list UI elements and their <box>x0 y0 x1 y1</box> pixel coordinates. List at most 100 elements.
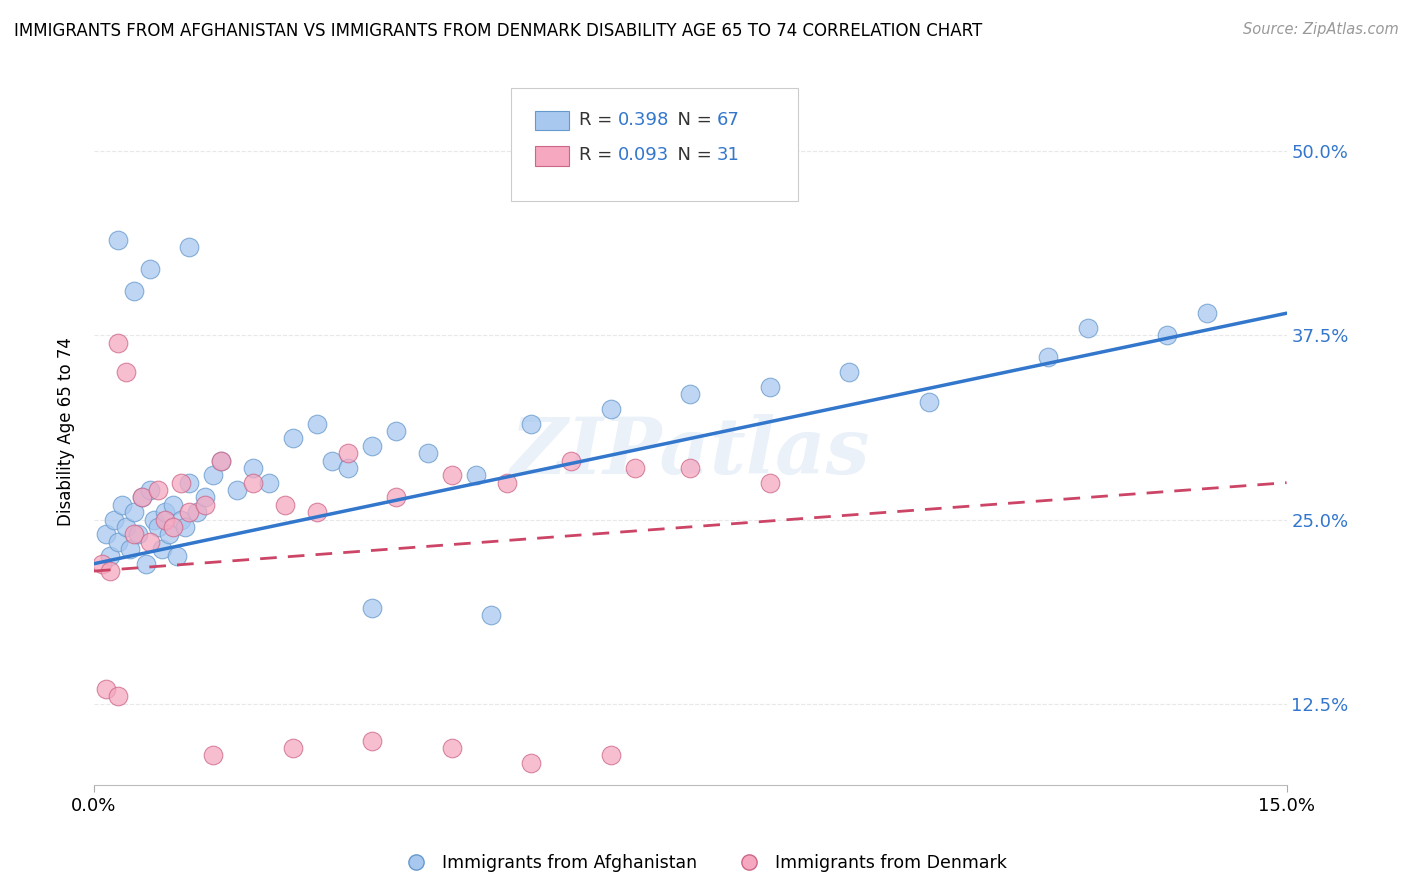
Y-axis label: Disability Age 65 to 74: Disability Age 65 to 74 <box>58 336 75 525</box>
Point <box>127 527 149 541</box>
Point <box>918 394 941 409</box>
Point <box>90 557 112 571</box>
Point <box>209 453 232 467</box>
Point <box>623 461 645 475</box>
Point <box>209 453 232 467</box>
Text: ZIPatlas: ZIPatlas <box>510 414 870 491</box>
Point <box>146 483 169 497</box>
Point <box>758 475 780 490</box>
Point <box>202 468 225 483</box>
Point <box>385 424 408 438</box>
FancyBboxPatch shape <box>536 146 568 166</box>
Point <box>679 461 702 475</box>
Point <box>103 512 125 526</box>
Point <box>758 380 780 394</box>
Point <box>179 240 201 254</box>
Point <box>599 748 621 763</box>
Point <box>179 505 201 519</box>
Point <box>118 541 141 556</box>
Point <box>94 681 117 696</box>
Point <box>159 527 181 541</box>
Point <box>174 520 197 534</box>
Point <box>107 335 129 350</box>
Point <box>838 365 860 379</box>
Text: R =: R = <box>579 146 619 164</box>
Text: N =: N = <box>666 146 718 164</box>
Point <box>1197 306 1219 320</box>
Text: 67: 67 <box>717 111 740 128</box>
Point <box>337 461 360 475</box>
Point <box>162 498 184 512</box>
Point <box>107 233 129 247</box>
Point <box>281 432 304 446</box>
Point <box>131 491 153 505</box>
Point <box>150 541 173 556</box>
Point <box>98 564 121 578</box>
Point <box>170 475 193 490</box>
Point <box>305 417 328 431</box>
Point <box>226 483 249 497</box>
Point <box>281 740 304 755</box>
Point <box>440 468 463 483</box>
Point <box>496 475 519 490</box>
Point <box>242 475 264 490</box>
Point <box>114 520 136 534</box>
Point <box>146 520 169 534</box>
FancyBboxPatch shape <box>512 88 797 202</box>
Point <box>138 534 160 549</box>
Point <box>131 491 153 505</box>
Point <box>122 505 145 519</box>
Text: Source: ZipAtlas.com: Source: ZipAtlas.com <box>1243 22 1399 37</box>
Point <box>560 453 582 467</box>
Point <box>98 549 121 564</box>
Point <box>464 468 486 483</box>
Point <box>440 740 463 755</box>
Point <box>155 505 177 519</box>
Point <box>1077 321 1099 335</box>
Point <box>202 748 225 763</box>
Point <box>135 557 157 571</box>
Point <box>679 387 702 401</box>
Point <box>94 527 117 541</box>
Point <box>194 498 217 512</box>
Point <box>186 505 208 519</box>
Text: 0.398: 0.398 <box>617 111 669 128</box>
Text: R =: R = <box>579 111 619 128</box>
Point <box>111 498 134 512</box>
Point <box>114 365 136 379</box>
Point <box>155 512 177 526</box>
Point <box>1156 328 1178 343</box>
Point <box>122 527 145 541</box>
Point <box>257 475 280 490</box>
Point <box>416 446 439 460</box>
Point <box>138 483 160 497</box>
Text: N =: N = <box>666 111 718 128</box>
Point <box>337 446 360 460</box>
Point <box>142 512 165 526</box>
Point <box>107 690 129 704</box>
Point <box>385 491 408 505</box>
Point <box>274 498 297 512</box>
Point <box>179 475 201 490</box>
Text: 0.093: 0.093 <box>617 146 669 164</box>
Point <box>1036 351 1059 365</box>
Point <box>321 453 343 467</box>
Point <box>599 402 621 417</box>
Point <box>520 756 543 770</box>
Point <box>107 534 129 549</box>
Point <box>166 549 188 564</box>
Point <box>242 461 264 475</box>
FancyBboxPatch shape <box>536 111 568 130</box>
Legend: Immigrants from Afghanistan, Immigrants from Denmark: Immigrants from Afghanistan, Immigrants … <box>392 847 1014 879</box>
Point <box>138 262 160 277</box>
Point <box>170 512 193 526</box>
Point <box>361 601 384 615</box>
Point <box>481 608 503 623</box>
Point <box>194 491 217 505</box>
Point <box>520 417 543 431</box>
Point <box>361 439 384 453</box>
Text: IMMIGRANTS FROM AFGHANISTAN VS IMMIGRANTS FROM DENMARK DISABILITY AGE 65 TO 74 C: IMMIGRANTS FROM AFGHANISTAN VS IMMIGRANT… <box>14 22 983 40</box>
Point <box>305 505 328 519</box>
Point <box>361 733 384 747</box>
Point <box>162 520 184 534</box>
